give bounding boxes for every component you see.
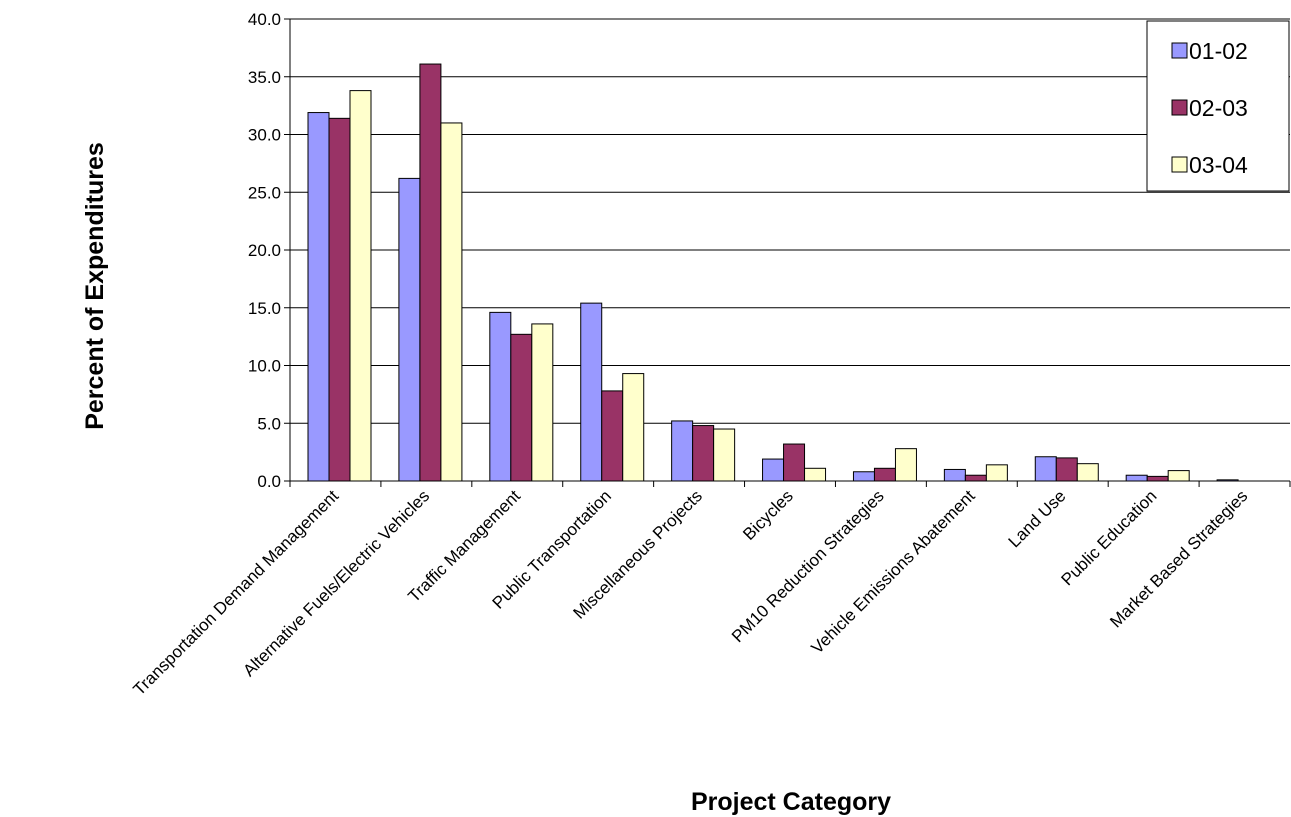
- bar-03-04-4: [713, 428, 736, 482]
- y-tick-label: 20.0: [248, 241, 281, 260]
- legend-swatch-03-04: [1171, 156, 1188, 173]
- x-category-label: Bicycles: [739, 486, 797, 544]
- bar-03-04-9: [1167, 470, 1190, 482]
- bar-01-02-7: [943, 468, 966, 482]
- y-tick-label: 0.0: [257, 472, 281, 491]
- y-tick-labels: 0.0 5.0 10.0 15.0 20.0 25.0 30.0 35.0 40.0: [248, 10, 281, 491]
- bar-02-03-7: [964, 474, 987, 482]
- bar-03-04-7: [985, 464, 1008, 482]
- x-category-label: Alternative Fuels/Electric Vehicles: [239, 486, 433, 680]
- bar-01-02-8: [1034, 456, 1057, 482]
- bar-02-03-8: [1055, 457, 1078, 482]
- legend-label: 03-04: [1189, 152, 1248, 178]
- bar-02-03-4: [692, 425, 715, 482]
- bar-03-04-5: [804, 467, 827, 482]
- bar-02-03-1: [419, 63, 442, 482]
- bar-03-04-8: [1076, 463, 1099, 482]
- y-tick-label: 10.0: [248, 357, 281, 376]
- legend-label: 01-02: [1189, 38, 1248, 64]
- bar-02-03-6: [873, 467, 896, 482]
- bar-03-04-0: [349, 90, 372, 482]
- bar-01-02-0: [307, 112, 330, 482]
- x-axis-title: Project Category: [691, 788, 891, 816]
- bar-01-02-3: [580, 302, 603, 482]
- bar-01-02-1: [398, 177, 421, 482]
- y-tick-label: 25.0: [248, 183, 281, 202]
- bar-01-02-6: [852, 471, 875, 482]
- bar-03-04-3: [622, 373, 645, 482]
- bar-01-02-5: [762, 458, 785, 482]
- legend-swatch-01-02: [1171, 42, 1188, 59]
- bar-01-02-2: [489, 311, 512, 482]
- bar-03-04-6: [894, 448, 917, 482]
- legend: 01-02 02-03 03-04: [1146, 20, 1290, 192]
- x-category-label: Land Use: [1005, 486, 1070, 551]
- x-category-labels: Transportation Demand ManagementAlternat…: [129, 486, 1251, 699]
- y-axis-title: Percent of Expenditures: [81, 142, 109, 430]
- y-tick-label: 5.0: [257, 414, 281, 433]
- x-category-label: Public Education: [1057, 486, 1160, 589]
- x-category-label: PM10 Reduction Strategies: [728, 486, 888, 646]
- bars: [307, 63, 1239, 482]
- bar-02-03-2: [510, 333, 533, 482]
- axes: [284, 18, 1291, 487]
- bar-02-03-5: [783, 443, 806, 482]
- bar-02-03-9: [1146, 475, 1169, 482]
- bar-03-04-2: [531, 323, 554, 482]
- x-category-label: Vehicle Emissions Abatement: [808, 486, 979, 657]
- bar-01-02-9: [1125, 474, 1148, 482]
- y-tick-label: 35.0: [248, 68, 281, 87]
- legend-label: 02-03: [1189, 95, 1248, 121]
- legend-swatch-02-03: [1171, 99, 1188, 116]
- legend-box: [1146, 20, 1290, 192]
- bar-01-02-4: [671, 420, 694, 482]
- bar-03-04-1: [440, 122, 463, 482]
- y-tick-label: 15.0: [248, 299, 281, 318]
- bar-02-03-0: [328, 117, 351, 482]
- y-tick-label: 30.0: [248, 126, 281, 145]
- y-tick-label: 40.0: [248, 10, 281, 29]
- bar-02-03-3: [601, 390, 624, 482]
- x-category-label: Transportation Demand Management: [129, 486, 342, 699]
